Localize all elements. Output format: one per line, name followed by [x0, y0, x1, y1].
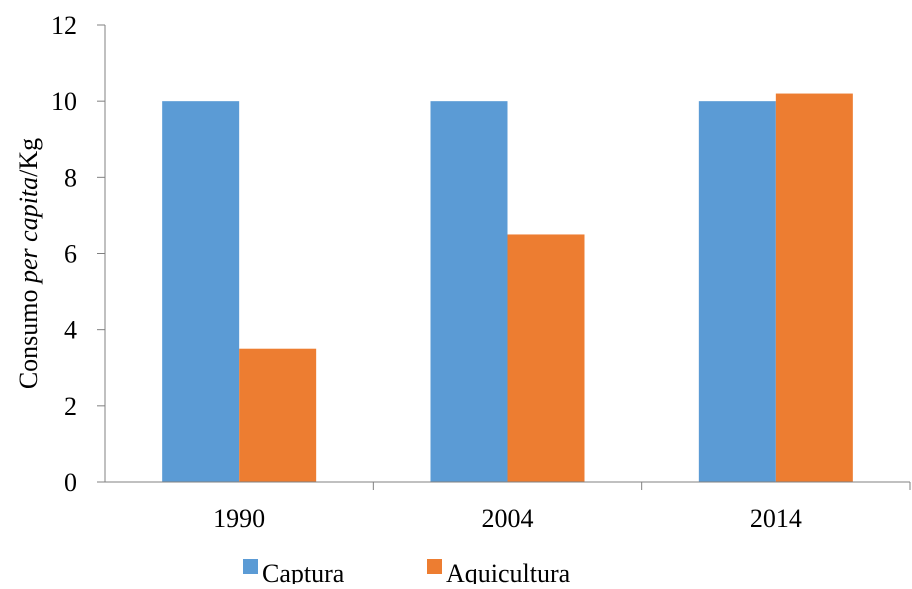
bar-captura-1990 — [162, 101, 240, 483]
legend-label-aquicultura: Aquicultura — [446, 559, 571, 584]
y-axis-label-prefix: Consumo — [14, 283, 43, 389]
y-tick-label: 12 — [51, 11, 77, 40]
y-ticks-group: 0 2 4 6 8 10 12 — [51, 11, 105, 497]
y-axis-label-suffix: /Kg — [14, 138, 43, 177]
bar-aquicultura-2004 — [507, 234, 585, 482]
bar-captura-2004 — [430, 101, 508, 483]
y-tick-label: 4 — [64, 316, 77, 345]
bar-aquicultura-1990 — [239, 348, 317, 482]
y-tick-label: 0 — [64, 468, 77, 497]
y-axis-label-italic: per capita — [14, 177, 43, 285]
bar-aquicultura-2014 — [775, 93, 853, 483]
y-tick-label: 6 — [64, 240, 77, 269]
legend-swatch-aquicultura — [427, 559, 442, 574]
y-axis-label: Consumo per capita/Kg — [14, 138, 43, 389]
legend: Captura Aquicultura — [243, 559, 571, 588]
bars-group — [162, 93, 853, 483]
x-tick-label: 2014 — [750, 504, 802, 533]
legend-swatch-captura — [243, 559, 258, 574]
y-tick-label: 8 — [64, 163, 77, 192]
y-tick-label: 10 — [51, 87, 77, 116]
x-ticks-group: 1990 2004 2014 — [213, 482, 911, 533]
x-tick-label: 2004 — [482, 504, 534, 533]
legend-label-captura: Captura — [262, 559, 345, 584]
y-tick-label: 2 — [64, 392, 77, 421]
bar-captura-2014 — [698, 101, 776, 483]
x-tick-label: 1990 — [213, 504, 265, 533]
